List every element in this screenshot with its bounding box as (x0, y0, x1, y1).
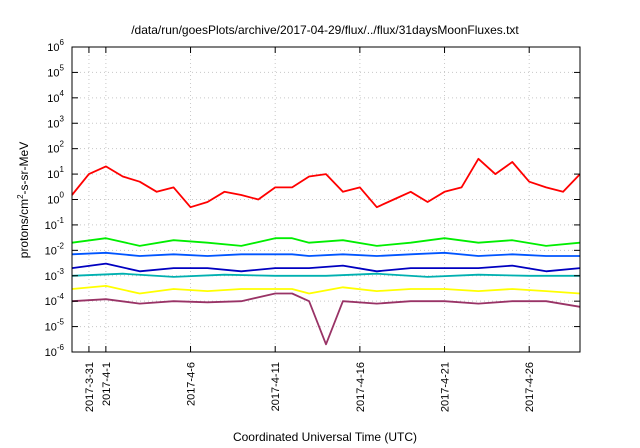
y-tick-exponent: -1 (57, 216, 65, 225)
y-axis-label-part-1: protons/cm (17, 199, 31, 258)
series-line-6 (71, 284, 581, 295)
y-tick-label: 10-3 (45, 267, 65, 283)
y-tick-base: 10 (47, 67, 59, 79)
y-tick-exponent: -6 (57, 343, 65, 352)
y-tick-base: 10 (45, 271, 57, 283)
y-tick-base: 10 (47, 93, 59, 105)
x-tick-label: 2017-4-26 (524, 362, 536, 412)
y-tick-exponent: -3 (57, 267, 65, 276)
y-tick-base: 10 (47, 169, 59, 181)
y-tick-base: 10 (45, 347, 57, 359)
y-tick-base: 10 (45, 220, 57, 232)
y-tick-exponent: 0 (60, 191, 65, 200)
x-axis: 2017-3-31 2017-4-1 2017-4-6 2017-4-11 2017-4… (84, 47, 536, 412)
series-line-1 (71, 157, 581, 209)
y-tick-label: 104 (47, 89, 64, 105)
x-tick-label: 2017-4-21 (440, 362, 452, 412)
y-tick-exponent: 1 (60, 165, 65, 174)
y-tick-label: 101 (47, 165, 64, 181)
y-tick-base: 10 (45, 322, 57, 334)
y-tick-base: 10 (47, 42, 59, 54)
x-tick-label: 2017-4-11 (270, 362, 282, 411)
series-line-4 (71, 262, 581, 273)
x-tick-label: 2017-3-31 (84, 362, 96, 412)
y-tick-exponent: -2 (57, 241, 65, 250)
series-line-7 (71, 292, 581, 346)
series-line-2 (71, 237, 581, 247)
y-tick-label: 10-5 (45, 318, 65, 334)
y-axis-label-part-2: -s-sr-MeV (17, 142, 31, 195)
x-axis-label: Coordinated Universal Time (UTC) (233, 430, 417, 444)
y-tick-base: 10 (47, 144, 59, 156)
y-tick-label: 106 (47, 38, 64, 54)
y-tick-base: 10 (45, 296, 57, 308)
y-tick-base: 10 (45, 245, 57, 257)
y-tick-base: 10 (47, 195, 59, 207)
y-tick-label: 100 (47, 191, 64, 207)
grid (72, 47, 580, 352)
x-tick-label: 2017-4-16 (355, 362, 367, 412)
y-tick-label: 10-2 (45, 241, 65, 257)
x-tick-label: 2017-4-6 (186, 362, 198, 406)
y-tick-label: 105 (47, 63, 64, 79)
y-tick-exponent: 2 (60, 140, 65, 149)
y-tick-base: 10 (47, 118, 59, 130)
y-tick-exponent: 5 (60, 63, 65, 72)
series-line-3 (71, 251, 580, 257)
series-group (71, 157, 581, 346)
y-axis: 10-610-510-410-310-210-11001011021031041… (45, 38, 580, 359)
chart-title: /data/run/goesPlots/archive/2017-04-29/f… (131, 23, 519, 37)
series-line-5 (71, 272, 580, 278)
y-tick-label: 10-4 (45, 292, 65, 308)
x-tick-label: 2017-4-1 (101, 362, 113, 406)
y-tick-exponent: -4 (57, 292, 65, 301)
y-tick-label: 10-6 (45, 343, 65, 359)
y-tick-exponent: 3 (60, 114, 65, 123)
y-axis-label-superscript: 2 (16, 194, 25, 199)
y-tick-exponent: 6 (60, 38, 65, 47)
y-tick-exponent: -5 (57, 318, 65, 327)
y-axis-label: protons/cm2-s-sr-MeV (16, 142, 31, 258)
y-tick-label: 103 (47, 114, 64, 130)
y-tick-label: 10-1 (45, 216, 65, 232)
y-tick-label: 102 (47, 140, 64, 156)
y-tick-exponent: 4 (60, 89, 65, 98)
